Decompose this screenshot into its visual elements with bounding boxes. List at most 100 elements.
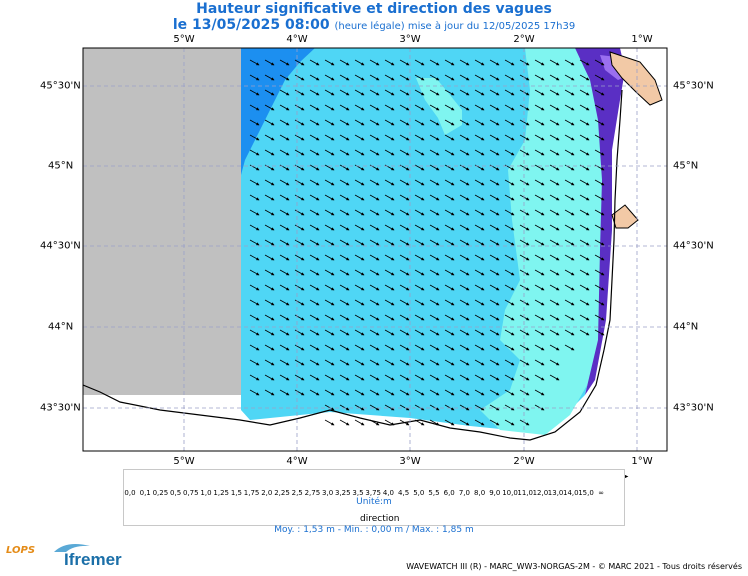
wave-arrow <box>339 209 350 216</box>
wave-arrow <box>399 149 410 156</box>
wave-arrow <box>444 194 455 201</box>
wave-arrow <box>429 269 440 276</box>
wave-arrow <box>549 299 560 306</box>
wave-arrow <box>309 389 320 396</box>
wave-arrow <box>384 419 395 426</box>
wave-arrow <box>354 329 365 336</box>
wave-arrow <box>324 329 335 336</box>
wave-arrow <box>399 329 410 336</box>
wave-arrow <box>444 374 455 381</box>
wave-arrow <box>474 254 485 261</box>
wave-arrow <box>474 344 485 351</box>
wave-arrow <box>339 74 350 81</box>
wave-arrow <box>504 284 515 291</box>
lat-label: 44°N <box>673 321 699 333</box>
lon-label: 5°W <box>173 456 195 467</box>
legend-tick-label: ∞ <box>598 489 605 497</box>
wave-arrow <box>564 179 575 186</box>
legend-tick-label: 12,0 <box>532 489 549 497</box>
wave-arrow <box>549 179 560 186</box>
wave-arrow <box>549 359 560 366</box>
date-label: le 13/05/2025 08:00 <box>172 17 330 33</box>
wave-arrow <box>279 119 290 126</box>
wave-arrow <box>369 194 380 201</box>
wave-arrow <box>579 194 590 201</box>
wave-arrow <box>309 299 320 306</box>
legend-tick-label: 3,75 <box>365 489 381 497</box>
wave-arrow <box>534 59 545 66</box>
wave-arrow <box>579 254 590 261</box>
wave-arrow <box>264 329 275 336</box>
wave-arrow <box>264 209 275 216</box>
wave-arrow <box>519 239 530 246</box>
wave-arrow <box>384 329 395 336</box>
wave-arrow <box>489 404 500 411</box>
wave-arrow <box>474 179 485 186</box>
wave-arrow <box>594 299 605 306</box>
wave-arrow <box>264 389 275 396</box>
wave-arrow <box>339 134 350 141</box>
wave-arrow <box>444 74 455 81</box>
wave-arrow <box>399 254 410 261</box>
wave-arrow <box>369 314 380 321</box>
wave-arrow <box>384 209 395 216</box>
wave-arrow <box>459 329 470 336</box>
wave-arrow <box>474 299 485 306</box>
lon-label: 1°W <box>631 456 653 467</box>
wave-arrow <box>279 299 290 306</box>
wave-arrow <box>594 284 605 291</box>
wave-arrow <box>264 119 275 126</box>
wave-arrow <box>519 104 530 111</box>
legend-tick-label: 14,0 <box>563 489 579 497</box>
wave-arrow <box>354 119 365 126</box>
wave-arrow <box>594 224 605 231</box>
wave-arrow <box>249 374 260 381</box>
wave-arrow <box>369 209 380 216</box>
wave-arrow <box>594 194 605 201</box>
wave-arrow <box>459 119 470 126</box>
wave-arrow <box>474 74 485 81</box>
wave-arrow <box>309 179 320 186</box>
wave-arrow <box>369 299 380 306</box>
legend-tick-label: 1,75 <box>243 489 260 497</box>
wave-arrow <box>519 179 530 186</box>
legend-tick-label: 13,0 <box>547 489 564 497</box>
wave-arrow <box>309 329 320 336</box>
wave-arrow <box>579 149 590 156</box>
wave-arrow <box>324 314 335 321</box>
wave-arrow <box>324 299 335 306</box>
wave-arrow <box>534 344 545 351</box>
wave-arrow <box>294 359 305 366</box>
wave-arrow <box>444 224 455 231</box>
nodata-area <box>83 48 241 395</box>
sea-shore-band <box>575 48 625 410</box>
wave-arrow <box>354 269 365 276</box>
wave-arrow <box>339 239 350 246</box>
wave-arrow <box>279 239 290 246</box>
wave-arrow <box>384 344 395 351</box>
wave-arrow <box>369 59 380 66</box>
sea-deep-blue <box>241 48 315 175</box>
wave-arrow <box>279 359 290 366</box>
wave-arrow <box>549 269 560 276</box>
update-note: (heure légale) mise à jour du 12/05/2025… <box>334 21 576 32</box>
wave-arrow <box>459 299 470 306</box>
wave-arrow <box>399 119 410 126</box>
wave-arrow <box>294 194 305 201</box>
wave-arrow <box>309 254 320 261</box>
wave-arrow <box>444 359 455 366</box>
wave-arrow <box>564 74 575 81</box>
wave-arrow <box>534 374 545 381</box>
wave-arrow <box>309 239 320 246</box>
coast-land-arcachon <box>611 204 639 229</box>
wave-arrow <box>369 74 380 81</box>
wave-arrow <box>444 299 455 306</box>
lon-label: 1°W <box>631 34 653 45</box>
wave-arrow <box>279 389 290 396</box>
wave-arrow <box>564 284 575 291</box>
wave-arrow <box>369 329 380 336</box>
wave-arrow <box>549 149 560 156</box>
wave-arrow <box>324 74 335 81</box>
wave-arrow <box>429 374 440 381</box>
legend-tick-label: 9,0 <box>489 489 501 497</box>
